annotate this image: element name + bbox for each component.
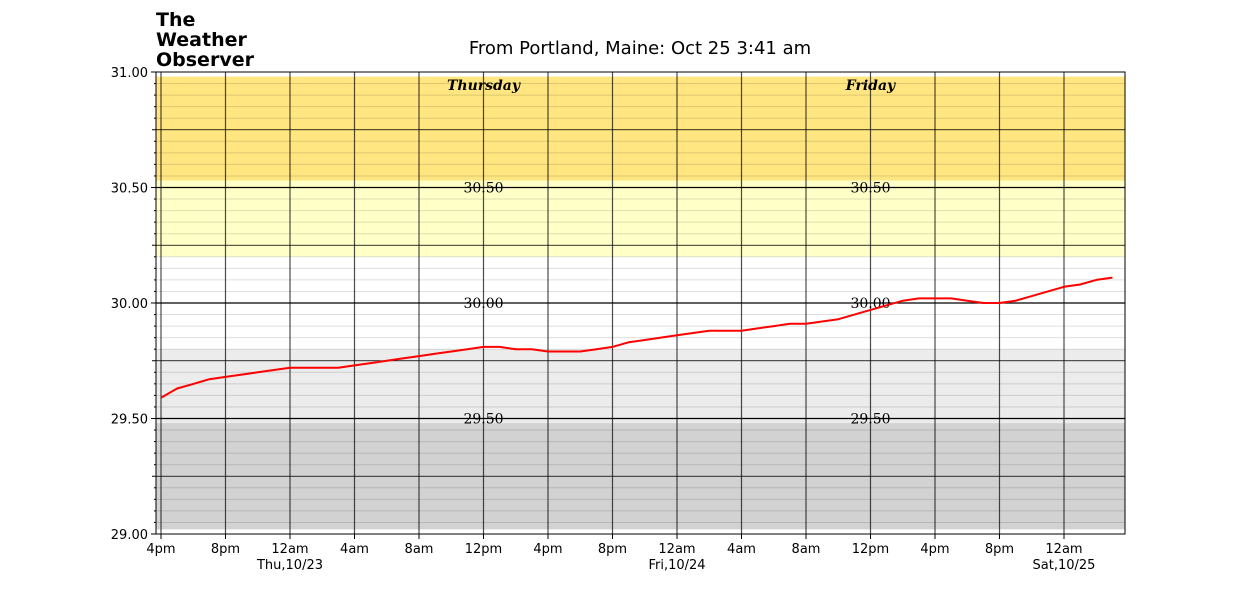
brand-line-1: The	[156, 9, 196, 31]
x-tick-label: 8pm	[985, 542, 1014, 557]
brand-line-2: Weather	[156, 29, 247, 51]
major-gridlines	[156, 129, 1125, 477]
day-labels: Thursday Friday	[447, 78, 896, 94]
inline-value-label: 30.50	[850, 181, 890, 197]
y-tick-label: 30.50	[111, 182, 148, 197]
pressure-band-0	[156, 76, 1125, 181]
brand-title: The Weather Observer	[156, 10, 254, 70]
y-tick-label: 29.00	[111, 528, 148, 543]
x-tick-label: 8am	[792, 542, 821, 557]
x-tick-label: 8pm	[211, 542, 240, 557]
y-axis: 29.00 29.50 30.00 30.50 31.00	[111, 66, 156, 543]
y-tick-label: 31.00	[111, 66, 148, 81]
x-tick-label: 12am	[271, 542, 308, 557]
x-tick-label: 4pm	[920, 542, 949, 557]
pressure-line	[160, 276, 1113, 399]
pressure-band-3	[156, 349, 1125, 424]
x-tick-label: 4am	[727, 542, 756, 557]
date-label: Sat,10/25	[1033, 558, 1096, 573]
x-tick-label: 4pm	[146, 542, 175, 557]
date-label: Fri,10/24	[648, 558, 705, 573]
pressure-series	[160, 276, 1113, 399]
x-tick-label: 4pm	[533, 542, 562, 557]
date-label: Thu,10/23	[256, 558, 323, 573]
x-axis: 4pm 8pm 12am 4am 8am 12pm 4pm 8pm 12am 4am 8am 12pm…	[146, 534, 1095, 573]
x-tick-label: 12am	[658, 542, 695, 557]
day-label: Thursday	[447, 78, 521, 94]
inline-value-label: 29.50	[463, 412, 503, 428]
y-tick-label: 30.00	[111, 297, 148, 312]
x-tick-label: 12pm	[852, 542, 889, 557]
x-tick-label: 4am	[340, 542, 369, 557]
pressure-band-1	[156, 180, 1125, 257]
inline-value-label: 29.50	[850, 412, 890, 428]
x-tick-label: 12am	[1045, 542, 1082, 557]
brand-line-3: Observer	[156, 49, 254, 71]
chart-title: From Portland, Maine: Oct 25 3:41 am	[469, 38, 811, 59]
inline-value-label: 30.50	[463, 181, 503, 197]
y-tick-label: 29.50	[111, 413, 148, 428]
day-label: Friday	[845, 78, 896, 94]
x-tick-label: 12pm	[465, 542, 502, 557]
x-tick-label: 8pm	[598, 542, 627, 557]
inline-value-label: 30.00	[463, 296, 503, 312]
x-tick-label: 8am	[405, 542, 434, 557]
